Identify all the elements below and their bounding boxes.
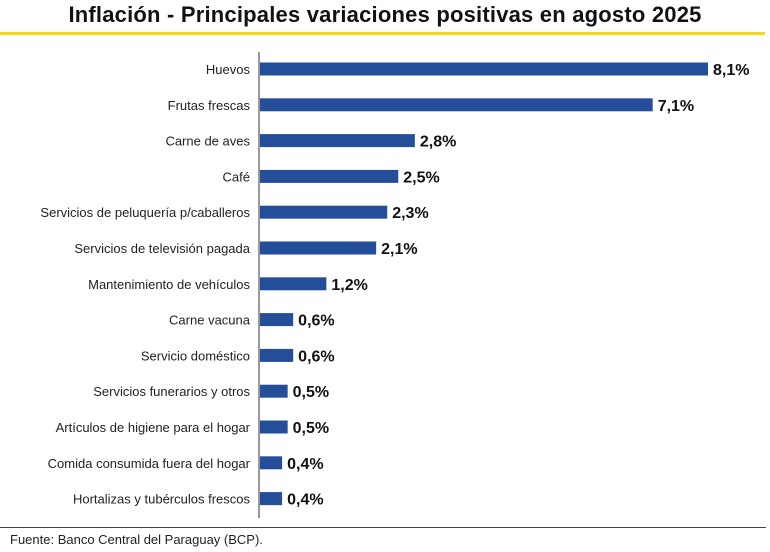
bar xyxy=(260,241,377,255)
value-label: 0,5% xyxy=(293,384,329,401)
category-label: Servicio doméstico xyxy=(141,348,250,363)
bar xyxy=(260,313,294,327)
category-label: Carne vacuna xyxy=(169,313,251,328)
bar xyxy=(260,205,388,219)
source-note: Fuente: Banco Central del Paraguay (BCP)… xyxy=(10,532,263,547)
value-label: 7,1% xyxy=(658,98,694,115)
bar xyxy=(260,348,294,362)
chart-title: Inflación - Principales variaciones posi… xyxy=(68,2,702,27)
bar xyxy=(260,169,399,183)
category-label: Café xyxy=(223,169,250,184)
value-label: 0,4% xyxy=(287,456,323,473)
category-label: Servicios de televisión pagada xyxy=(74,241,250,256)
value-label: 2,5% xyxy=(403,169,439,186)
title-underline xyxy=(0,32,765,35)
bar xyxy=(260,420,288,434)
bar xyxy=(260,62,708,76)
category-label: Artículos de higiene para el hogar xyxy=(56,420,251,435)
value-label: 8,1% xyxy=(713,62,749,79)
category-label: Huevos xyxy=(206,62,251,77)
category-label: Mantenimiento de vehículos xyxy=(88,277,250,292)
value-label: 2,1% xyxy=(381,241,417,258)
value-label: 2,3% xyxy=(392,205,428,222)
category-label: Comida consumida fuera del hogar xyxy=(48,456,251,471)
value-label: 1,2% xyxy=(331,277,367,294)
bar xyxy=(260,492,283,506)
category-label: Servicios funerarios y otros xyxy=(93,384,250,399)
bar xyxy=(260,277,327,291)
bar xyxy=(260,456,283,470)
category-label: Carne de aves xyxy=(165,134,250,149)
bar xyxy=(260,384,288,398)
bar xyxy=(260,134,415,148)
footer-divider xyxy=(0,527,766,528)
value-label: 0,4% xyxy=(287,492,323,509)
category-label: Servicios de peluquería p/caballeros xyxy=(40,205,250,220)
category-label: Hortalizas y tubérculos frescos xyxy=(73,492,251,507)
bar xyxy=(260,98,653,112)
value-label: 0,5% xyxy=(293,420,329,437)
value-label: 2,8% xyxy=(420,134,456,151)
category-label: Frutas frescas xyxy=(168,98,251,113)
value-label: 0,6% xyxy=(298,348,334,365)
value-label: 0,6% xyxy=(298,313,334,330)
